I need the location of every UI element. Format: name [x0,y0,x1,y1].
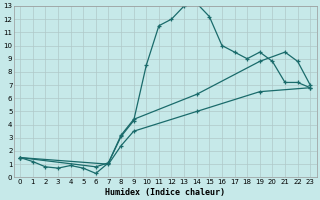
X-axis label: Humidex (Indice chaleur): Humidex (Indice chaleur) [105,188,225,197]
